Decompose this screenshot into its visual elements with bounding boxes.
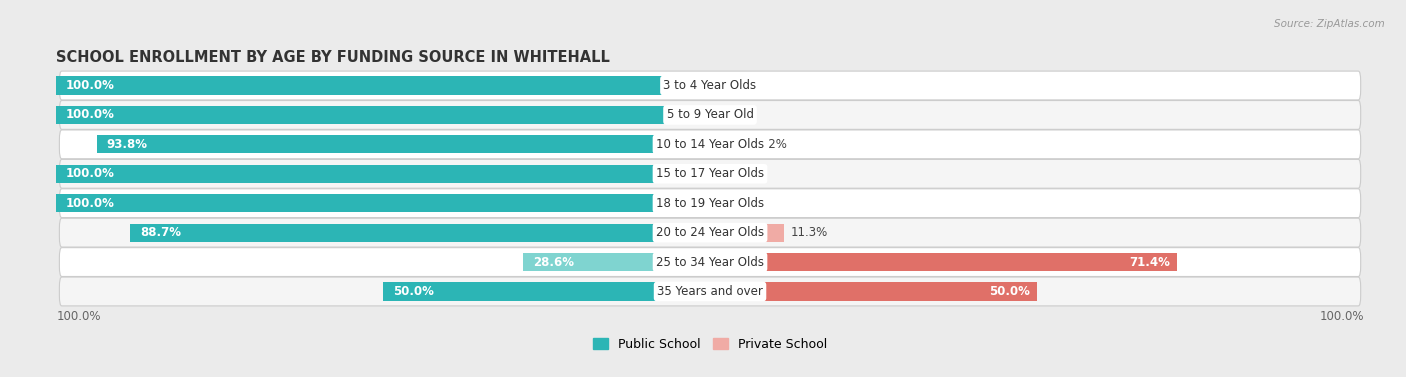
Text: 100.0%: 100.0% <box>1319 310 1364 323</box>
Text: 100.0%: 100.0% <box>66 79 115 92</box>
Text: 71.4%: 71.4% <box>1129 256 1170 268</box>
Text: 18 to 19 Year Olds: 18 to 19 Year Olds <box>657 197 763 210</box>
Bar <box>523 253 710 271</box>
Text: 5 to 9 Year Old: 5 to 9 Year Old <box>666 109 754 121</box>
FancyBboxPatch shape <box>59 248 1361 276</box>
Text: 6.2%: 6.2% <box>756 138 787 151</box>
FancyBboxPatch shape <box>59 218 1361 247</box>
Text: 10 to 14 Year Olds: 10 to 14 Year Olds <box>657 138 763 151</box>
Bar <box>710 224 785 242</box>
Bar <box>97 135 710 153</box>
Bar <box>56 77 710 95</box>
Bar <box>710 253 1177 271</box>
FancyBboxPatch shape <box>59 71 1361 100</box>
Bar <box>56 165 710 183</box>
Text: 35 Years and over: 35 Years and over <box>657 285 763 298</box>
Bar <box>56 106 710 124</box>
Text: 15 to 17 Year Olds: 15 to 17 Year Olds <box>657 167 763 180</box>
Text: SCHOOL ENROLLMENT BY AGE BY FUNDING SOURCE IN WHITEHALL: SCHOOL ENROLLMENT BY AGE BY FUNDING SOUR… <box>56 50 610 65</box>
Text: 100.0%: 100.0% <box>66 167 115 180</box>
Text: 88.7%: 88.7% <box>141 226 181 239</box>
FancyBboxPatch shape <box>59 189 1361 218</box>
FancyBboxPatch shape <box>59 159 1361 188</box>
Legend: Public School, Private School: Public School, Private School <box>588 333 832 356</box>
Text: Source: ZipAtlas.com: Source: ZipAtlas.com <box>1274 19 1385 29</box>
Text: 50.0%: 50.0% <box>392 285 434 298</box>
Text: 100.0%: 100.0% <box>66 109 115 121</box>
Text: 93.8%: 93.8% <box>107 138 148 151</box>
FancyBboxPatch shape <box>59 130 1361 159</box>
Text: 50.0%: 50.0% <box>990 285 1031 298</box>
Text: 100.0%: 100.0% <box>56 310 101 323</box>
Text: 11.3%: 11.3% <box>790 226 828 239</box>
Text: 25 to 34 Year Olds: 25 to 34 Year Olds <box>657 256 763 268</box>
Text: 28.6%: 28.6% <box>533 256 574 268</box>
Bar <box>710 282 1038 300</box>
Text: 100.0%: 100.0% <box>66 197 115 210</box>
Bar <box>710 135 751 153</box>
FancyBboxPatch shape <box>59 277 1361 306</box>
Bar <box>131 224 710 242</box>
Bar <box>56 194 710 212</box>
Text: 20 to 24 Year Olds: 20 to 24 Year Olds <box>657 226 763 239</box>
Bar <box>382 282 710 300</box>
Text: 3 to 4 Year Olds: 3 to 4 Year Olds <box>664 79 756 92</box>
FancyBboxPatch shape <box>59 101 1361 129</box>
